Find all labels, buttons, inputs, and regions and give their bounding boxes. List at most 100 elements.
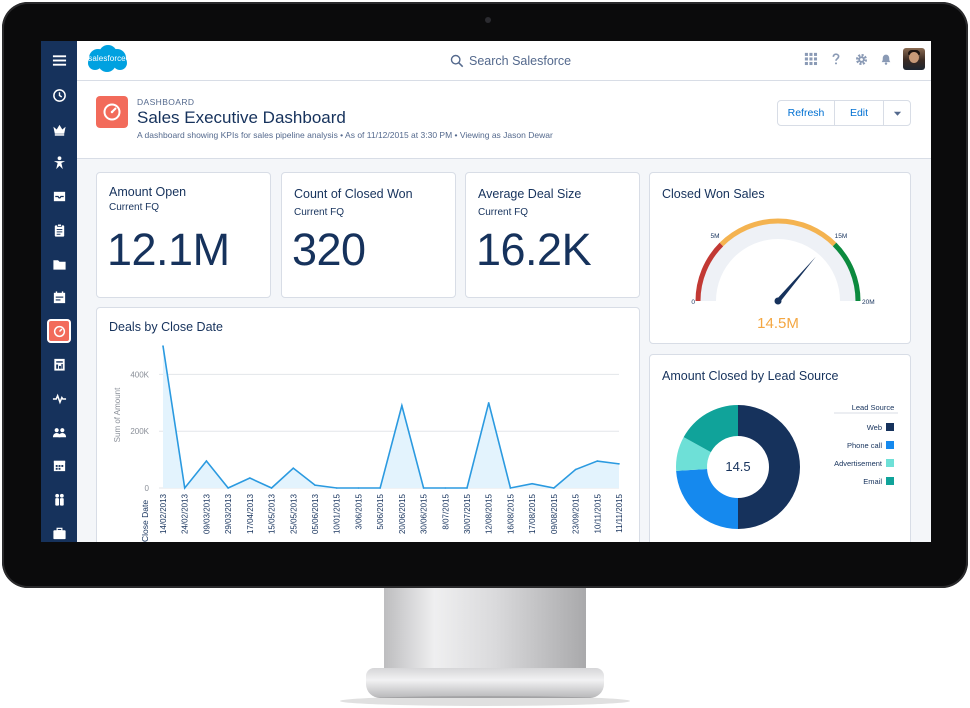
screen: salesforce Search Salesforce [41, 41, 931, 542]
data-point [205, 460, 208, 462]
deals-line-chart: 0 200K 400K 14/02/2013 24/02/2013 09/03/2013 2… [113, 345, 624, 542]
page-subtitle: A dashboard showing KPIs for sales pipel… [137, 130, 553, 140]
x-tick-label: 25/05/2013 [289, 493, 298, 534]
metric-value: 320 [292, 224, 366, 275]
data-point [249, 477, 251, 479]
global-search[interactable]: Search Salesforce [450, 52, 571, 70]
chevron-down-icon [893, 111, 901, 116]
crown-icon[interactable] [41, 116, 77, 142]
data-point [444, 487, 447, 489]
y-tick-label: 200K [130, 427, 149, 436]
data-point [618, 463, 620, 465]
data-point [466, 487, 468, 489]
lead-source-donut-chart: 14.5 Lead Source Web Phone call Advertisem… [676, 403, 898, 529]
x-tick-label: 09/03/2013 [202, 493, 211, 534]
legend-label: Advertisement [834, 459, 883, 468]
edit-button[interactable]: Edit [835, 101, 884, 125]
metric-title: Average Deal Size [478, 187, 582, 201]
inbox-icon[interactable] [41, 183, 77, 209]
series-line [162, 345, 620, 490]
metric-value: 12.1M [107, 224, 230, 275]
people-icon[interactable] [41, 419, 77, 445]
x-tick-label: 10/11/2015 [593, 493, 602, 533]
legend-title: Lead Source [852, 403, 895, 412]
data-point [422, 487, 425, 489]
report-icon[interactable] [41, 351, 77, 377]
x-tick-label: 16/08/2015 [506, 493, 515, 534]
gauge-needle [776, 256, 816, 303]
gauge-chart: 0 5M 15M 20M 14.5M [691, 218, 875, 332]
search-icon [450, 54, 464, 68]
x-tick-label: 09/08/2015 [550, 493, 559, 534]
x-tick-label: 8/07/2015 [441, 493, 450, 529]
metric-value: 16.2K [476, 224, 592, 275]
webcam [485, 17, 491, 23]
gauge-card[interactable]: Closed Won Sales 0 5M 15M 20M 14.5M [649, 172, 911, 344]
calendar-icon[interactable] [41, 452, 77, 478]
refresh-button[interactable]: Refresh [778, 101, 835, 125]
user-avatar[interactable] [903, 48, 925, 70]
header-utility-icons [803, 48, 925, 70]
x-axis-label: Close Date [140, 500, 150, 542]
group-icon[interactable] [41, 486, 77, 512]
clipboard-icon[interactable] [41, 217, 77, 243]
notifications-bell-icon[interactable] [878, 51, 894, 67]
x-tick-label: 10/01/2015 [333, 493, 342, 534]
data-point [292, 467, 295, 469]
line-chart-title: Deals by Close Date [109, 320, 223, 334]
pulse-icon[interactable] [41, 385, 77, 411]
briefcase-icon[interactable] [41, 520, 77, 542]
data-point [162, 345, 164, 347]
gauge-tick-label: 0 [691, 299, 695, 306]
gauge-band [832, 242, 861, 302]
app-launcher-icon[interactable] [803, 51, 819, 67]
dashboard-gauge-icon[interactable] [41, 318, 77, 344]
calendar-board-icon[interactable] [41, 284, 77, 310]
gauge-value-label: 14.5M [757, 315, 799, 332]
metric-card-amount-open[interactable]: Amount Open Current FQ 12.1M [96, 172, 271, 298]
x-tick-label: 17/04/2013 [246, 493, 255, 534]
data-point [357, 487, 360, 489]
gauge-needle-hub [774, 297, 782, 305]
data-point [574, 468, 577, 471]
x-tick-label: 17/08/2015 [528, 493, 537, 534]
x-tick-label: 20/06/2015 [398, 493, 407, 534]
folder-icon[interactable] [41, 251, 77, 277]
hamburger-menu-icon[interactable] [41, 47, 77, 73]
lead-source-card[interactable]: Amount Closed by Lead Source 14.5 Lead S… [649, 354, 911, 542]
salesforce-logo[interactable]: salesforce [85, 44, 129, 74]
x-tick-label: 5/06/2015 [376, 493, 385, 529]
logo-text: salesforce [88, 54, 126, 63]
monitor-stand-base [366, 668, 604, 698]
metric-subtitle: Current FQ [109, 202, 160, 213]
x-tick-label: 3/06/2015 [354, 493, 363, 529]
metric-card-closed-won-count[interactable]: Count of Closed Won Current FQ 320 [281, 172, 456, 298]
x-tick-label: 15/05/2013 [268, 493, 277, 534]
donut-title: Amount Closed by Lead Source [662, 369, 839, 383]
data-point [183, 487, 186, 489]
gear-icon[interactable] [853, 51, 869, 67]
help-icon[interactable] [828, 51, 844, 67]
data-point [531, 482, 533, 485]
gauge-tick-label: 15M [835, 233, 848, 240]
x-tick-label: 11/11/2015 [615, 493, 624, 532]
x-tick-label: 14/02/2013 [159, 493, 168, 534]
donut-center-label: 14.5 [725, 459, 750, 474]
more-actions-button[interactable] [884, 101, 910, 125]
deals-by-close-date-card[interactable]: Deals by Close Date 0 200K 400K 14/02/2013 2… [96, 307, 640, 542]
x-tick-label: 23/09/2015 [572, 493, 581, 534]
legend-swatch [886, 423, 894, 431]
legend-label: Phone call [847, 441, 882, 450]
data-point [509, 487, 512, 489]
page-title: Sales Executive Dashboard [137, 108, 346, 127]
donut-slice [676, 468, 738, 529]
metric-title: Count of Closed Won [294, 187, 413, 201]
legend-swatch [886, 477, 894, 485]
metric-card-average-deal-size[interactable]: Average Deal Size Current FQ 16.2K [465, 172, 640, 298]
data-point [379, 487, 381, 489]
clock-icon[interactable] [41, 82, 77, 108]
area-fill [163, 346, 619, 488]
x-tick-label: 12/08/2015 [485, 493, 494, 534]
x-tick-label: 30/07/2015 [463, 493, 472, 534]
person-star-icon[interactable] [41, 149, 77, 175]
